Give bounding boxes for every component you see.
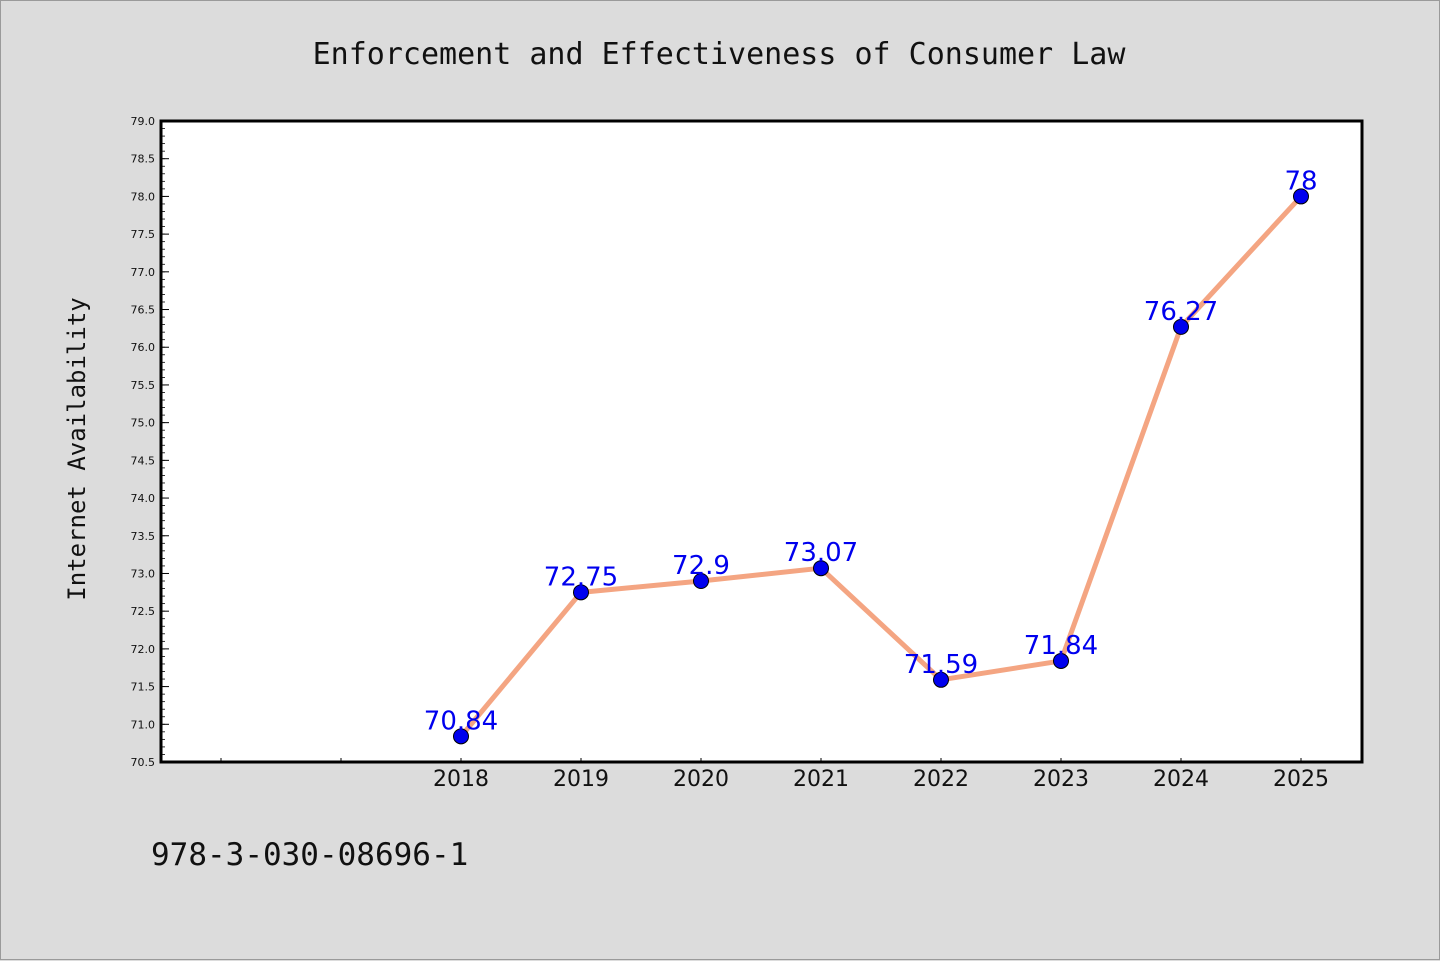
data-label: 72.75 xyxy=(544,562,618,592)
data-label: 76.27 xyxy=(1144,297,1218,327)
footnote-isbn: 978-3-030-08696-1 xyxy=(151,837,468,873)
series-group xyxy=(453,188,1309,745)
data-point xyxy=(453,728,469,745)
y-tick-label: 77.5 xyxy=(131,228,156,241)
y-axis: 70.5 71.0 71.5 72.0 72.5 73.0 73.5 74.0 74.5 75.0… xyxy=(131,115,169,769)
data-label: 71.84 xyxy=(1024,631,1098,661)
data-point xyxy=(1053,652,1069,669)
data-labels-group: 70.84 72.75 72.9 73.07 71.59 71.84 76.27 78 xyxy=(424,166,1318,736)
y-tick-label: 70.5 xyxy=(131,756,156,769)
data-point xyxy=(813,560,829,577)
y-tick-label: 71.5 xyxy=(131,681,156,694)
data-label: 71.59 xyxy=(904,650,978,680)
y-tick-label: 76.5 xyxy=(131,304,156,317)
y-tick-label: 78.0 xyxy=(131,190,156,203)
data-label: 70.84 xyxy=(424,706,498,736)
y-tick-label: 78.5 xyxy=(131,153,156,166)
y-tick-label: 71.0 xyxy=(131,718,156,731)
y-tick-label: 74.0 xyxy=(131,492,156,505)
chart-title: Enforcement and Effectiveness of Consume… xyxy=(313,37,1127,72)
y-tick-label: 75.5 xyxy=(131,379,156,392)
x-axis: 2018 2019 2020 2021 2022 2023 2024 2025 xyxy=(220,758,1329,792)
y-tick-label: 75.0 xyxy=(131,417,156,430)
data-point xyxy=(933,671,949,688)
data-label: 73.07 xyxy=(784,538,858,568)
y-tick-label: 72.0 xyxy=(131,643,156,656)
data-point xyxy=(693,573,709,590)
y-tick-label: 72.5 xyxy=(131,605,156,618)
x-tick-label: 2019 xyxy=(553,767,609,792)
y-tick-label: 79.0 xyxy=(131,115,156,128)
data-label: 72.9 xyxy=(672,551,730,581)
data-label: 78 xyxy=(1284,166,1317,196)
y-tick-label: 73.0 xyxy=(131,567,156,580)
data-point xyxy=(1173,318,1189,335)
y-tick-label: 74.5 xyxy=(131,454,156,467)
x-tick-label: 2024 xyxy=(1153,767,1209,792)
x-tick-label: 2025 xyxy=(1273,767,1329,792)
y-tick-label: 77.0 xyxy=(131,266,156,279)
x-tick-label: 2021 xyxy=(793,767,849,792)
data-point xyxy=(1293,188,1309,205)
y-tick-label: 76.0 xyxy=(131,341,156,354)
x-tick-label: 2020 xyxy=(673,767,729,792)
x-tick-label: 2022 xyxy=(913,767,969,792)
plot-area xyxy=(159,119,1364,764)
series-line xyxy=(459,194,1303,738)
data-point xyxy=(573,584,589,601)
x-tick-label: 2018 xyxy=(433,767,489,792)
x-tick-label: 2023 xyxy=(1033,767,1089,792)
y-axis-label: Internet Availability xyxy=(63,297,91,600)
y-tick-label: 73.5 xyxy=(131,530,156,543)
